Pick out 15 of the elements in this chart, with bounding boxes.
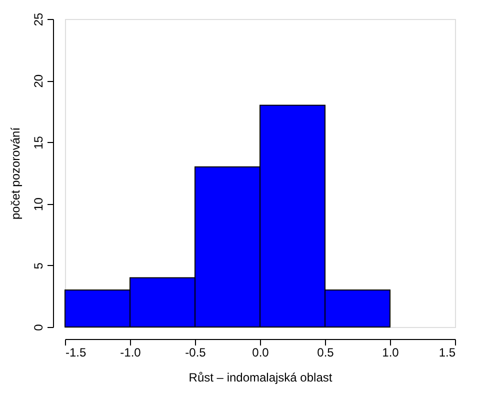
y-axis-title: počet pozorování — [8, 126, 22, 220]
y-tick-label: 10 — [32, 197, 46, 211]
x-axis-title: Růst – indomalajská oblast — [188, 370, 333, 384]
x-tick-label: 1.0 — [382, 346, 400, 360]
x-tick-label: 0.0 — [252, 346, 270, 360]
x-tick-label: 1.5 — [438, 346, 456, 360]
y-tick-label: 15 — [32, 136, 46, 150]
x-tick-label: 0.5 — [317, 346, 334, 360]
x-tick-label: -1.5 — [66, 346, 87, 360]
y-tick-label: 5 — [32, 262, 46, 270]
y-tick-label: 20 — [32, 74, 46, 88]
x-tick-label: -0.5 — [185, 346, 206, 360]
y-tick-label: 25 — [32, 12, 46, 26]
y-tick-label: 0 — [32, 324, 46, 331]
x-tick-label: -1.0 — [120, 346, 142, 360]
